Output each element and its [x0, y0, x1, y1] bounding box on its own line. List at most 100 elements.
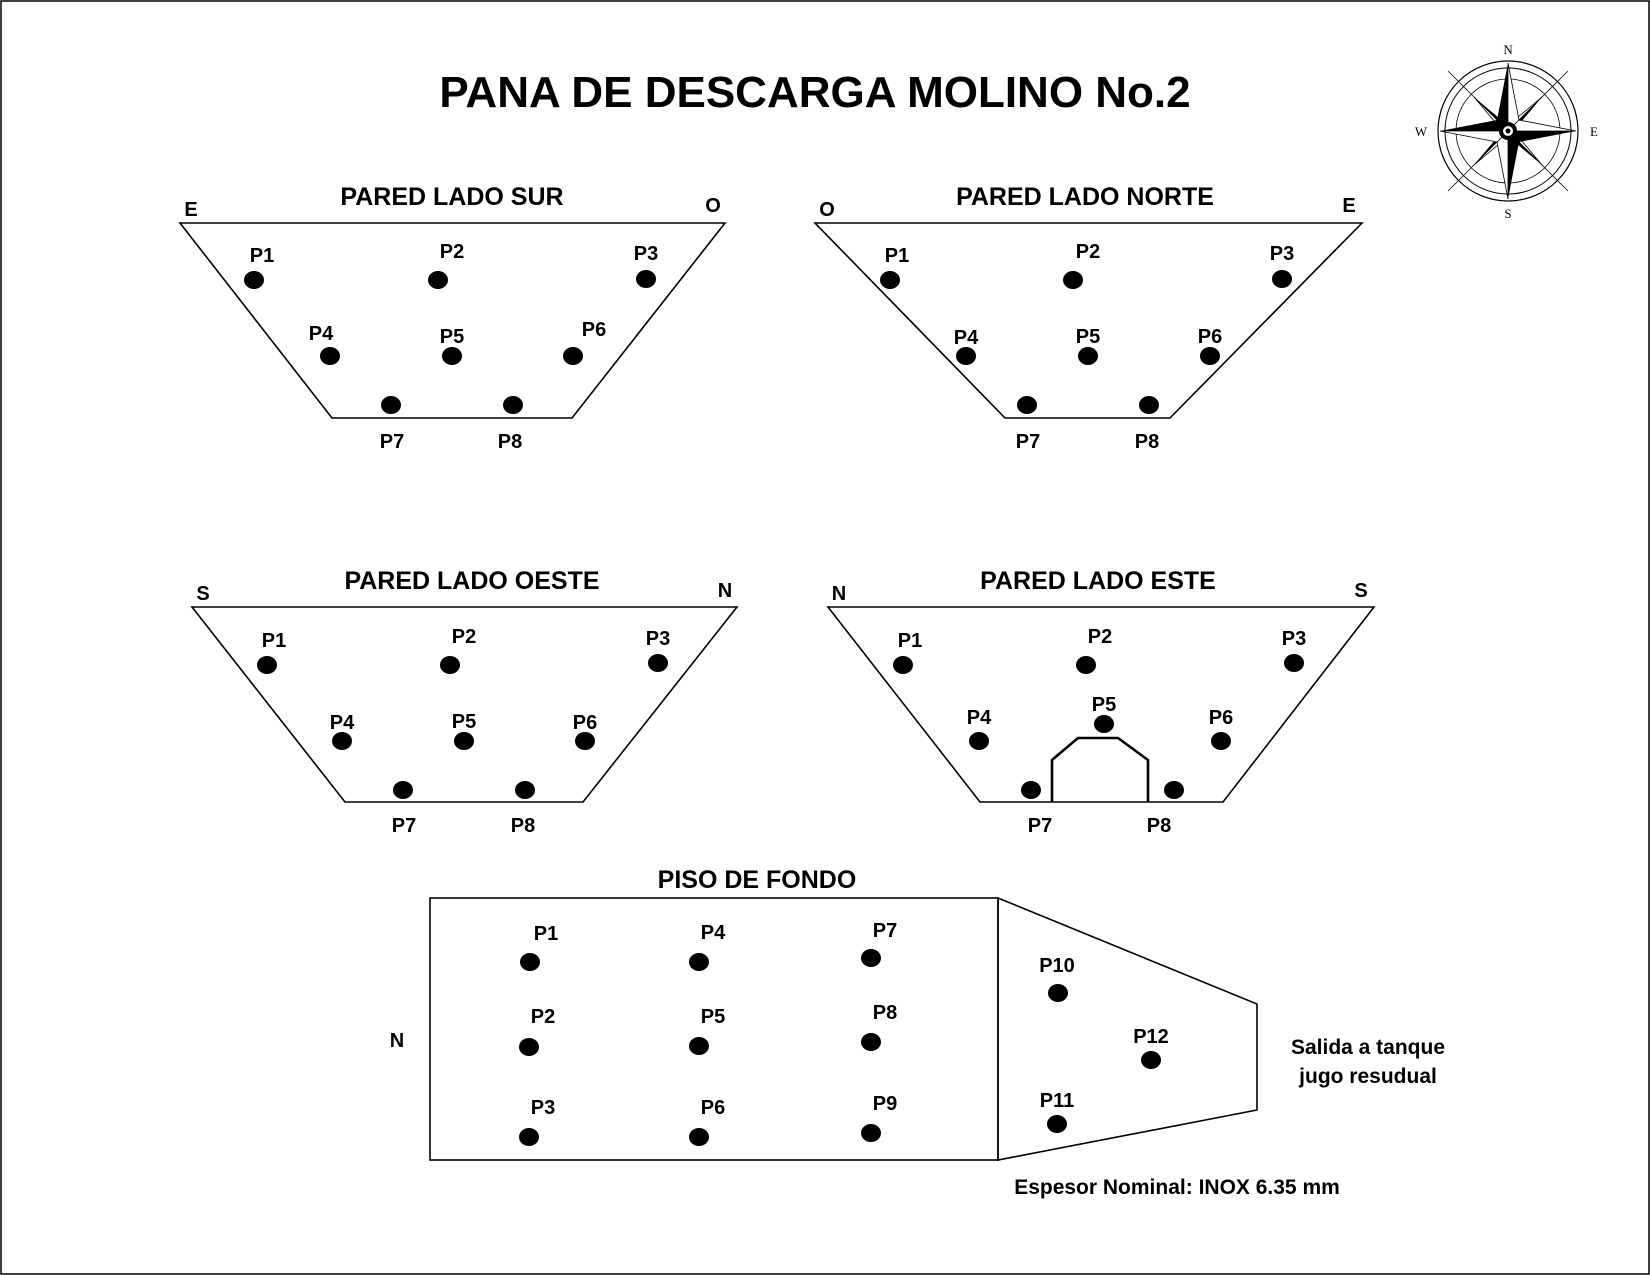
measurement-point: P3 — [519, 1097, 555, 1146]
wall-right-direction: N — [718, 580, 732, 602]
floor-heading: PISO DE FONDO — [658, 866, 857, 894]
svg-text:P4: P4 — [967, 707, 992, 729]
measurement-point: P1 — [244, 245, 274, 289]
measurement-point: P12 — [1133, 1026, 1169, 1069]
svg-text:P2: P2 — [440, 241, 464, 263]
svg-text:P6: P6 — [582, 319, 606, 341]
measurement-point: P2 — [1063, 241, 1100, 289]
page-title: PANA DE DESCARGA MOLINO No.2 — [439, 68, 1190, 117]
svg-text:P5: P5 — [1092, 694, 1116, 716]
measurement-point: P2 — [440, 626, 476, 674]
svg-text:P6: P6 — [1198, 326, 1222, 348]
wall-outline — [813, 222, 1364, 419]
measurement-point: P2 — [1076, 626, 1112, 674]
svg-text:P1: P1 — [885, 245, 909, 267]
svg-text:P7: P7 — [1028, 815, 1052, 837]
measurement-point: P4 — [330, 712, 355, 750]
measurement-point: P7 — [1016, 396, 1040, 453]
wall-right-direction: S — [1354, 580, 1367, 602]
measurement-point: P7 — [380, 396, 404, 453]
svg-text:P6: P6 — [1209, 707, 1233, 729]
wall-sur: PARED LADO SUR E O P1 P2 P3 P4 P5 P6 P7 … — [178, 183, 727, 453]
svg-text:P7: P7 — [380, 431, 404, 453]
measurement-point: P5 — [452, 711, 476, 750]
compass-west-label: W — [1415, 124, 1428, 139]
svg-text:P3: P3 — [646, 628, 670, 650]
svg-text:P6: P6 — [701, 1097, 725, 1119]
svg-text:P7: P7 — [873, 920, 897, 942]
wall-heading: PARED LADO SUR — [340, 183, 563, 211]
wall-right-direction: E — [1342, 195, 1355, 217]
measurement-point: P2 — [519, 1006, 555, 1056]
measurement-point: P8 — [1147, 781, 1184, 837]
svg-text:P1: P1 — [250, 245, 274, 267]
svg-text:P10: P10 — [1039, 955, 1075, 977]
measurement-point: P7 — [392, 781, 416, 837]
compass-south-label: S — [1504, 206, 1511, 221]
wall-left-direction: O — [819, 199, 835, 221]
floor-side-direction: N — [390, 1030, 404, 1052]
wall-opening — [1050, 736, 1150, 802]
measurement-point: P4 — [954, 327, 979, 365]
svg-text:P8: P8 — [498, 431, 522, 453]
svg-text:P5: P5 — [440, 326, 464, 348]
svg-text:P8: P8 — [1147, 815, 1171, 837]
svg-text:P8: P8 — [511, 815, 535, 837]
measurement-point: P5 — [1076, 326, 1100, 365]
measurement-point: P8 — [861, 1002, 897, 1051]
svg-text:P5: P5 — [452, 711, 476, 733]
wall-este: PARED LADO ESTE N S P1 P2 P3 P4 P5 P6 P7… — [826, 567, 1376, 837]
wall-outline — [826, 606, 1376, 803]
measurement-point: P1 — [520, 923, 558, 971]
measurement-point: P1 — [880, 245, 909, 289]
measurement-point: P6 — [563, 319, 606, 365]
measurement-point: P9 — [861, 1093, 897, 1142]
compass-north-label: N — [1503, 42, 1513, 57]
svg-text:P7: P7 — [392, 815, 416, 837]
measurement-point: P6 — [689, 1097, 725, 1146]
measurement-point: P8 — [1135, 396, 1159, 453]
wall-norte: PARED LADO NORTE O E P1 P2 P3 P4 P5 P6 P… — [813, 183, 1364, 453]
measurement-point: P1 — [893, 630, 922, 674]
svg-text:P1: P1 — [534, 923, 558, 945]
wall-heading: PARED LADO OESTE — [344, 567, 599, 595]
measurement-point: P8 — [498, 396, 523, 453]
svg-text:P12: P12 — [1133, 1026, 1169, 1048]
wall-heading: PARED LADO ESTE — [980, 567, 1216, 595]
measurement-point: P3 — [634, 243, 658, 288]
svg-text:P4: P4 — [330, 712, 355, 734]
svg-text:P4: P4 — [309, 323, 334, 345]
svg-text:P4: P4 — [954, 327, 979, 349]
outlet-note-line1: Salida a tanque — [1291, 1036, 1445, 1059]
wall-left-direction: E — [184, 199, 197, 221]
svg-text:P3: P3 — [634, 243, 658, 265]
svg-text:P5: P5 — [1076, 326, 1100, 348]
measurement-point: P11 — [1040, 1090, 1074, 1133]
measurement-point: P5 — [689, 1006, 725, 1055]
compass-rose-icon: N S E W — [1415, 42, 1598, 221]
measurement-point: P6 — [573, 712, 597, 750]
compass-east-label: E — [1590, 124, 1598, 139]
wall-right-direction: O — [705, 195, 721, 217]
svg-text:P2: P2 — [1088, 626, 1112, 648]
svg-text:P9: P9 — [873, 1093, 897, 1115]
measurement-point: P3 — [646, 628, 670, 672]
svg-text:P5: P5 — [701, 1006, 725, 1028]
svg-text:P3: P3 — [1270, 243, 1294, 265]
svg-text:P3: P3 — [531, 1097, 555, 1119]
measurement-point: P4 — [967, 707, 992, 750]
wall-oeste: PARED LADO OESTE S N P1 P2 P3 P4 P5 P6 P… — [190, 567, 739, 837]
thickness-note: Espesor Nominal: INOX 6.35 mm — [1014, 1176, 1340, 1199]
wall-heading: PARED LADO NORTE — [956, 183, 1214, 211]
svg-text:P2: P2 — [1076, 241, 1100, 263]
svg-text:P1: P1 — [262, 630, 286, 652]
outlet-note-line2: jugo resudual — [1298, 1065, 1437, 1088]
floor-outlet-taper — [997, 896, 1258, 1161]
svg-text:P6: P6 — [573, 712, 597, 734]
wall-outline — [190, 606, 739, 803]
svg-text:P4: P4 — [701, 922, 726, 944]
measurement-point: P4 — [309, 323, 340, 365]
wall-outline — [178, 222, 727, 419]
svg-text:P1: P1 — [898, 630, 922, 652]
